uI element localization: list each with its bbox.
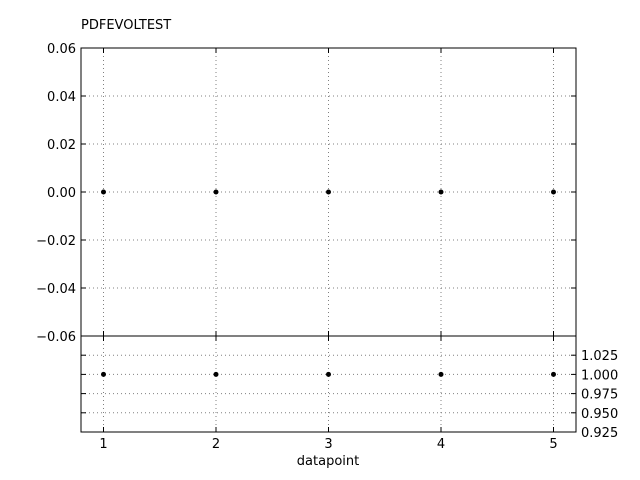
x-tick-label: 2	[212, 437, 220, 452]
bottom-y-tick-label: 1.000	[581, 368, 618, 383]
top-y-tick-label: 0.04	[47, 90, 76, 105]
bottom-data-point	[213, 371, 219, 377]
bottom-panel: 1 2 3 4 5 0.925 0.950 0.975 1.000 1.025	[80, 335, 618, 452]
top-y-tick-label: 0.06	[47, 42, 76, 57]
x-tick-label: 3	[324, 437, 332, 452]
bottom-y-tick-label: 1.025	[581, 349, 618, 364]
bottom-y-tick-label: 0.975	[581, 388, 618, 403]
top-data-point	[551, 189, 556, 195]
top-data-point	[326, 189, 331, 195]
top-y-tick-label: −0.02	[36, 234, 76, 249]
top-y-tick-label: −0.04	[36, 282, 76, 297]
chart-title: PDFEVOLTEST	[81, 18, 171, 33]
bottom-data-point	[438, 371, 444, 377]
bottom-y-tick-label: 0.925	[581, 426, 618, 441]
x-tick-label: 1	[99, 437, 107, 452]
top-data-point	[101, 189, 106, 195]
bottom-axes-frame	[80, 335, 577, 433]
top-data-point	[438, 189, 444, 195]
bottom-data-point	[101, 371, 106, 377]
bottom-y-tick-label: 0.950	[581, 407, 618, 422]
x-tick-label: 4	[437, 437, 445, 452]
top-y-tick-label: −0.06	[36, 330, 76, 345]
top-y-tick-label: 0.02	[47, 138, 76, 153]
bottom-data-point	[326, 371, 331, 377]
bottom-data-point	[551, 371, 556, 377]
top-y-tick-label: 0.00	[47, 186, 76, 201]
top-panel: −0.06 −0.04 −0.02 0.00 0.02 0.04 0.06	[36, 42, 577, 345]
top-data-point	[213, 189, 219, 195]
x-tick-label: 5	[549, 437, 557, 452]
x-axis-label: datapoint	[297, 454, 359, 469]
